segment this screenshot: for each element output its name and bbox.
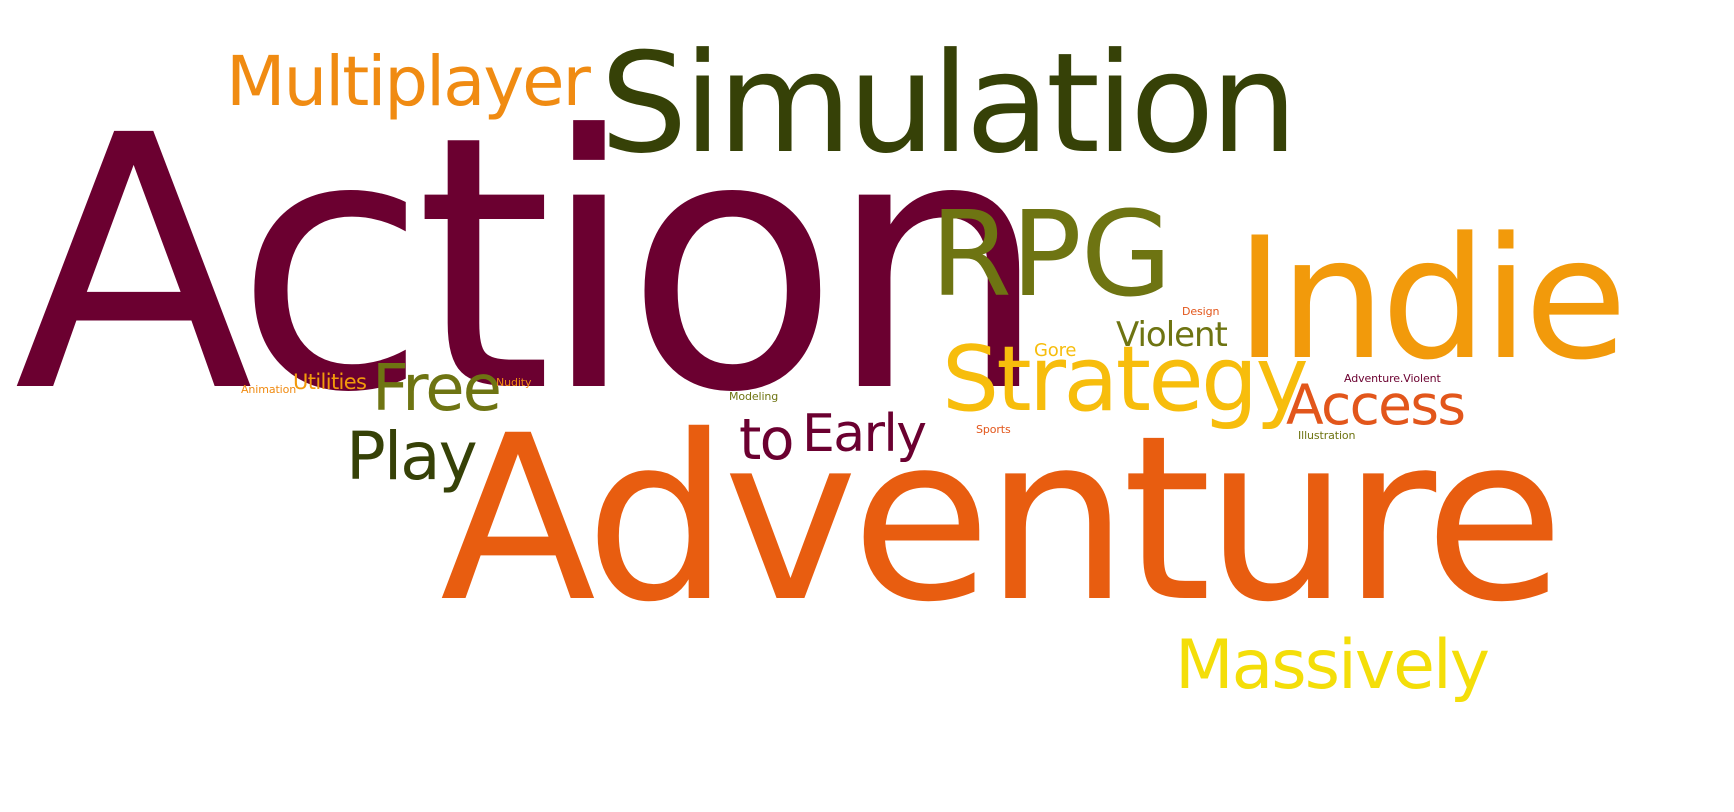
word-utilities: Utilities (293, 370, 367, 394)
word-multiplayer: Multiplayer (226, 42, 591, 122)
word-adventure-violent: Adventure.Violent (1344, 372, 1441, 385)
word-free: Free (372, 352, 502, 426)
word-animation: Animation (241, 383, 297, 396)
word-sports: Sports (976, 423, 1011, 436)
word-violent: Violent (1116, 315, 1228, 355)
word-design: Design (1182, 305, 1220, 318)
word-early: Early (802, 404, 927, 464)
word-to: to (739, 407, 795, 473)
word-rpg: RPG (930, 185, 1172, 323)
word-simulation: Simulation (600, 23, 1298, 184)
word-access: Access (1286, 373, 1466, 437)
word-modeling: Modeling (729, 390, 779, 403)
word-massively: Massively (1175, 626, 1490, 705)
word-action: Action (14, 61, 1049, 469)
word-illustration: Illustration (1298, 429, 1356, 442)
word-strategy: Strategy (942, 327, 1309, 432)
word-indie: Indie (1235, 201, 1628, 397)
word-gore: Gore (1034, 340, 1077, 361)
word-play: Play (346, 418, 478, 495)
word-adventure: Adventure (440, 386, 1565, 652)
word-nudity: Nudity (496, 376, 532, 389)
